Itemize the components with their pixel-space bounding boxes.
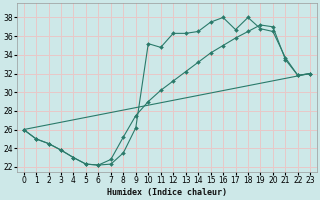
X-axis label: Humidex (Indice chaleur): Humidex (Indice chaleur): [107, 188, 227, 197]
